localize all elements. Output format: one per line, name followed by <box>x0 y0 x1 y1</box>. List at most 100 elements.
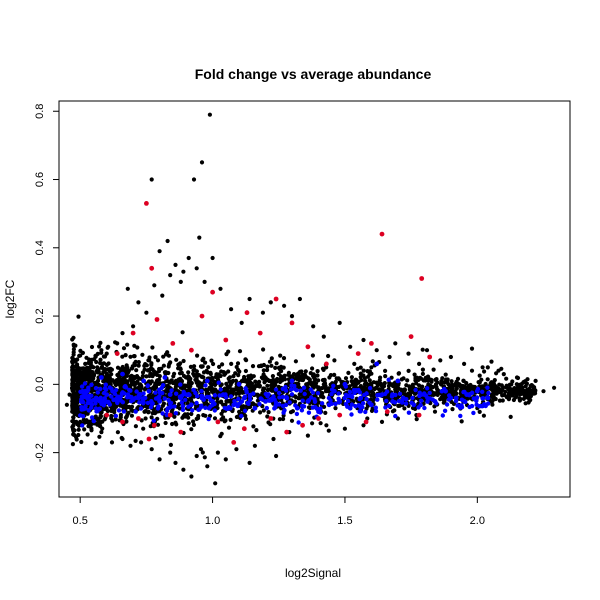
data-point <box>255 398 260 403</box>
data-point <box>125 379 130 384</box>
data-point <box>323 410 328 415</box>
data-point-blue <box>459 397 465 402</box>
data-point-blue <box>109 394 114 399</box>
data-point-blue <box>453 395 459 401</box>
data-point <box>441 400 446 405</box>
data-point-blue <box>145 400 151 406</box>
data-point <box>356 380 361 385</box>
data-point <box>500 398 505 403</box>
data-point-blue <box>283 388 289 393</box>
data-point <box>256 364 262 369</box>
data-point <box>76 314 81 319</box>
data-point <box>528 394 534 399</box>
data-point <box>215 396 220 401</box>
data-point <box>369 371 374 376</box>
data-point <box>294 375 299 380</box>
data-point-blue <box>384 389 390 394</box>
data-point <box>146 409 151 414</box>
y-tick-label: 0.6 <box>34 172 46 187</box>
data-point <box>149 177 154 182</box>
data-point <box>96 378 101 383</box>
data-point <box>125 286 130 291</box>
data-point-blue <box>471 410 476 416</box>
data-point-blue <box>305 399 311 404</box>
data-point-blue <box>169 388 174 393</box>
data-point <box>402 387 407 392</box>
data-point-blue <box>442 408 448 413</box>
data-point <box>136 375 141 380</box>
data-point-blue <box>104 392 110 397</box>
data-point <box>203 387 208 392</box>
data-point-blue <box>199 388 204 394</box>
data-point-blue <box>480 389 485 394</box>
data-point <box>144 310 149 315</box>
data-point <box>97 344 102 349</box>
data-point <box>342 426 347 431</box>
data-point <box>131 382 136 387</box>
data-point <box>221 370 226 375</box>
data-point-blue <box>216 380 221 385</box>
data-point <box>289 418 295 423</box>
data-point-blue <box>485 401 491 406</box>
data-point-blue <box>283 402 289 408</box>
data-point <box>229 388 234 393</box>
data-point <box>142 363 147 368</box>
data-point <box>181 413 186 419</box>
data-point <box>118 384 123 389</box>
data-point-blue <box>419 398 424 403</box>
data-point <box>533 391 538 396</box>
data-point <box>406 351 411 356</box>
data-point <box>236 373 241 378</box>
data-point-blue <box>149 399 154 404</box>
data-point <box>89 428 94 433</box>
data-point <box>93 441 98 446</box>
data-point <box>220 362 225 367</box>
data-point <box>462 361 467 366</box>
data-point <box>409 388 414 393</box>
data-point <box>215 450 220 455</box>
data-point-blue <box>425 386 430 391</box>
data-point-blue <box>98 395 103 400</box>
data-point <box>107 369 112 374</box>
data-point-blue <box>464 392 470 397</box>
data-point-red <box>167 412 173 418</box>
y-axis-label: log2FC <box>3 279 17 318</box>
data-point-blue <box>86 397 91 402</box>
data-point <box>244 358 249 363</box>
data-point-blue <box>390 392 395 397</box>
data-point <box>526 391 531 396</box>
data-point <box>157 457 162 462</box>
data-point-blue <box>443 388 448 394</box>
data-point <box>165 350 170 355</box>
data-point <box>412 372 417 377</box>
data-point-blue <box>85 400 91 406</box>
data-point-blue <box>342 395 347 401</box>
data-point <box>504 383 509 388</box>
data-point-blue <box>210 402 215 408</box>
data-point-blue <box>178 382 183 387</box>
data-point-blue <box>245 401 250 406</box>
data-point-blue <box>316 409 321 415</box>
data-point-red <box>355 351 361 356</box>
data-point <box>311 372 316 377</box>
data-point <box>489 394 494 399</box>
data-point-blue <box>160 390 165 396</box>
data-point <box>519 391 524 396</box>
data-point-blue <box>301 385 307 390</box>
data-point <box>469 368 475 373</box>
data-point <box>316 378 321 383</box>
data-point <box>129 413 134 418</box>
data-point <box>173 460 178 465</box>
data-point-red <box>363 419 369 425</box>
data-point-blue <box>284 395 290 401</box>
data-point <box>201 356 206 361</box>
data-point-blue <box>207 394 212 400</box>
data-point-blue <box>80 414 86 419</box>
data-point-blue <box>79 384 85 389</box>
data-point <box>210 375 215 380</box>
data-point <box>124 373 129 378</box>
data-point-blue <box>116 408 122 413</box>
data-point <box>445 380 450 385</box>
data-point <box>274 361 279 366</box>
data-point <box>523 379 528 384</box>
